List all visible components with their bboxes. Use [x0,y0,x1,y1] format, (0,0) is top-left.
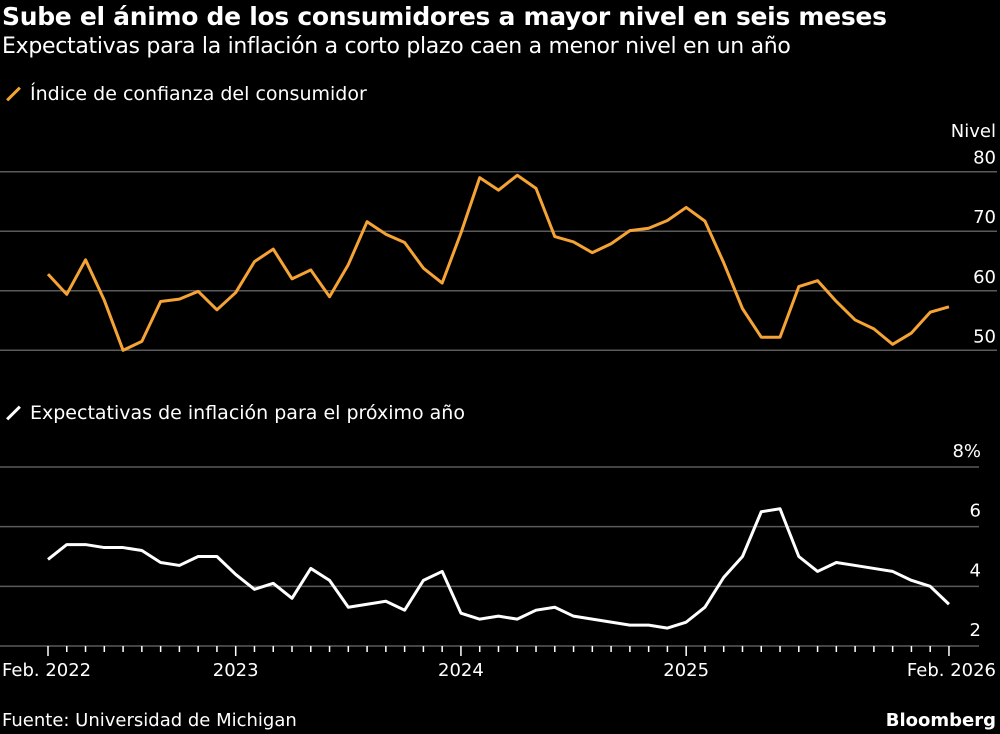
legend-label: Índice de confianza del consumidor [30,83,367,105]
chart-subtitle: Expectativas para la inflación a corto p… [2,34,791,59]
y-tick-label: 2 [970,620,981,641]
y-tick-label: 6 [970,501,981,522]
legend-inflation: Expectativas de inflación para el próxim… [6,402,465,424]
y-tick-label: 4 [970,560,981,581]
legend-label: Expectativas de inflación para el próxim… [30,402,465,424]
brand-logo: Bloomberg [885,710,996,731]
y-tick-label: 50 [973,326,996,347]
chart-title: Sube el ánimo de los consumidores a mayo… [2,2,887,31]
series-line-confidence [46,173,950,352]
x-tick-label: 2024 [438,660,484,681]
x-tick-label: 2025 [663,660,709,681]
x-tick-label: Feb. 2022 [2,660,91,681]
y-tick-label: 8% [952,441,981,462]
y-axis-label: Nivel [951,121,996,142]
x-tick-label: 2023 [213,660,259,681]
source-note: Fuente: Universidad de Michigan [2,710,297,731]
y-tick-label: 70 [973,207,996,228]
y-tick-label: 60 [973,267,996,288]
x-tick-label: Feb. 2026 [907,660,996,681]
legend-confidence: Índice de confianza del consumidor [6,83,367,105]
y-tick-label: 80 [973,148,996,169]
